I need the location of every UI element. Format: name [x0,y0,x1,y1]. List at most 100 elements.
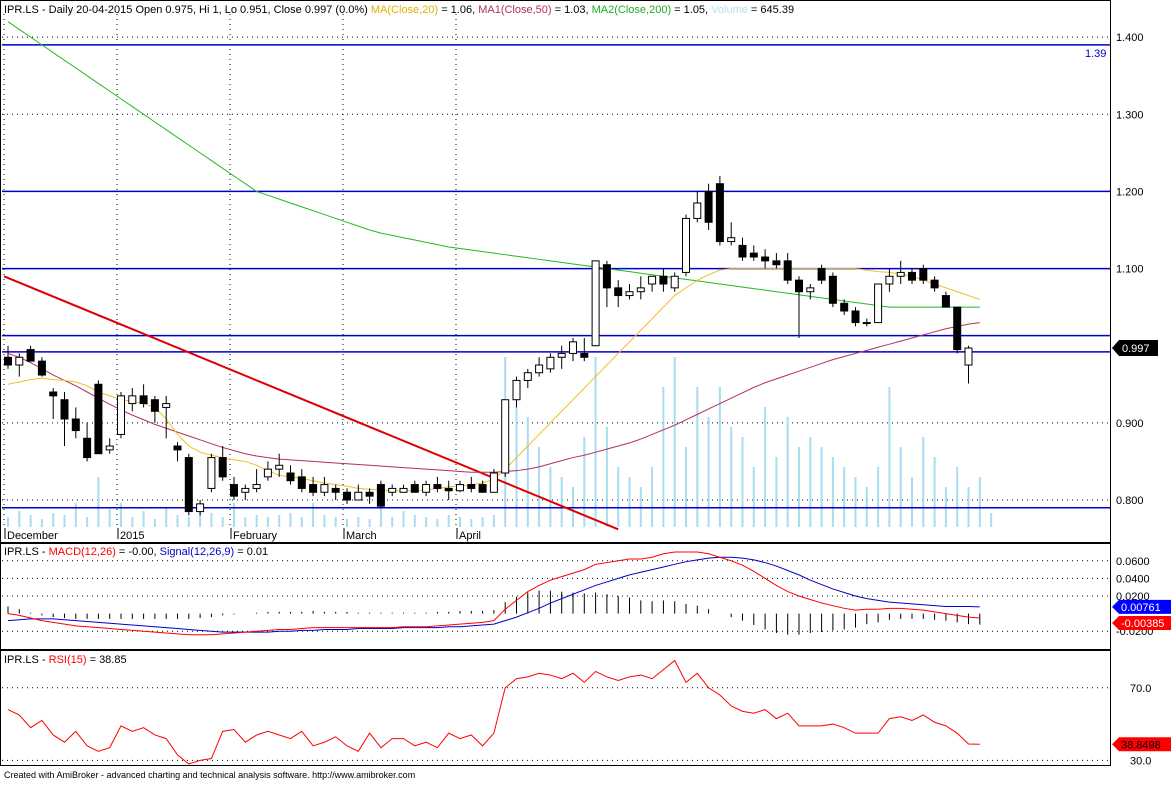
candle-body [693,202,702,219]
price-tick-label: 1.100 [1116,264,1144,276]
macd-value-tag [1112,615,1171,630]
trend-line [3,275,619,531]
candle-body [614,287,623,297]
candle-body [908,271,916,281]
volume-bar [425,517,428,527]
signal-value-label: 0.00761 [1121,602,1161,614]
last-price-tag [1112,340,1158,357]
price-tick-label: 0.900 [1116,418,1144,430]
volume-bar [730,427,733,527]
candle-body [218,457,227,478]
candle-body [840,302,849,312]
candle-body [94,383,103,455]
volume-bar [165,507,168,527]
candle-body [376,484,385,507]
price-panel: 1.400 1.300 1.200 1.100 0.900 0.800 1.39 Decemb… [2,14,1158,542]
x-axis-label: December [7,530,58,542]
candle-body [37,360,46,376]
volume-bar [764,407,767,527]
candle-body [422,484,431,493]
price-tick-label: 0.800 [1116,495,1144,507]
volume-bar [323,515,326,527]
volume-bar [142,511,145,527]
candle-body [117,395,125,435]
volume-bar [888,387,891,527]
candle-body [354,491,363,501]
price-tick-label: 1.200 [1116,186,1144,198]
candle-body [139,395,148,405]
candle-body [15,356,24,366]
signal-value-tag [1112,599,1171,614]
volume-bar [594,357,597,527]
candle-body [761,256,770,262]
title-segment: = 0.01 [234,546,268,558]
volume-bar [786,417,789,527]
volume-bar [86,517,89,527]
volume-bar [40,519,43,527]
candle-body [241,487,250,493]
candle-body [964,347,973,366]
candle-body [580,352,589,358]
rsi-panel-frame [0,650,1111,766]
price-panel-title: IPR.LS - Daily 20-04-2015 Open 0.975, Hi… [4,4,794,16]
volume-bar [312,503,315,527]
candle-body [885,275,894,285]
candle-body [625,291,634,297]
volume-bar [583,437,586,527]
footer-credit: Created with AmiBroker - advanced charti… [4,770,415,780]
volume-bar [199,511,202,527]
signal-line [7,556,980,633]
candle-body [207,457,216,489]
volume-bar [459,517,461,527]
macd-value-label: -0.00385 [1121,618,1164,630]
candle-body [772,260,781,266]
volume-bar [120,503,122,527]
volume-bar [538,447,541,527]
candle-body [71,418,80,432]
candle-body [715,183,724,243]
volume-bar [560,477,563,527]
title-segment: = 1.03, [552,4,592,16]
volume-bar [922,437,925,527]
candle-body [953,306,962,351]
candle-body [433,484,442,489]
volume-bar [820,447,823,527]
candle-body [862,322,871,325]
macd-panel-frame [0,543,1111,650]
volume-bar [233,503,235,527]
volume-bar [718,387,721,527]
candle-body [467,484,476,489]
volume-bar [752,467,755,527]
candle-body [795,279,803,293]
rsi-tick-label: 70.0 [1130,683,1151,695]
candle-body [196,503,205,513]
volume-bar [266,517,269,527]
title-segment: MA(Close,20) [371,4,438,16]
last-price-label: 0.997 [1122,343,1150,355]
volume-bar [899,447,902,527]
volume-bar [436,519,439,527]
volume-bar [244,517,247,527]
volume-bar [108,509,111,527]
volume-bar [391,517,394,527]
candle-body [489,472,498,493]
candle-body [478,484,487,493]
volume-bar [29,515,32,527]
rsi-panel: 70.0 30.0 38.8498 [2,659,1171,767]
volume-bar [97,477,100,527]
title-segment: Volume [711,4,748,16]
candle-body [727,237,736,243]
volume-bar [933,457,936,527]
title-segment: RSI(15) [49,654,87,666]
candle-body [331,487,340,493]
volume-bar [492,515,495,527]
candle-body [173,445,182,451]
macd-tick-label: 0.0400 [1116,573,1150,585]
candle-body [343,491,351,501]
volume-bar [187,517,190,527]
volume-bar [798,447,800,527]
candle-body [60,399,69,420]
